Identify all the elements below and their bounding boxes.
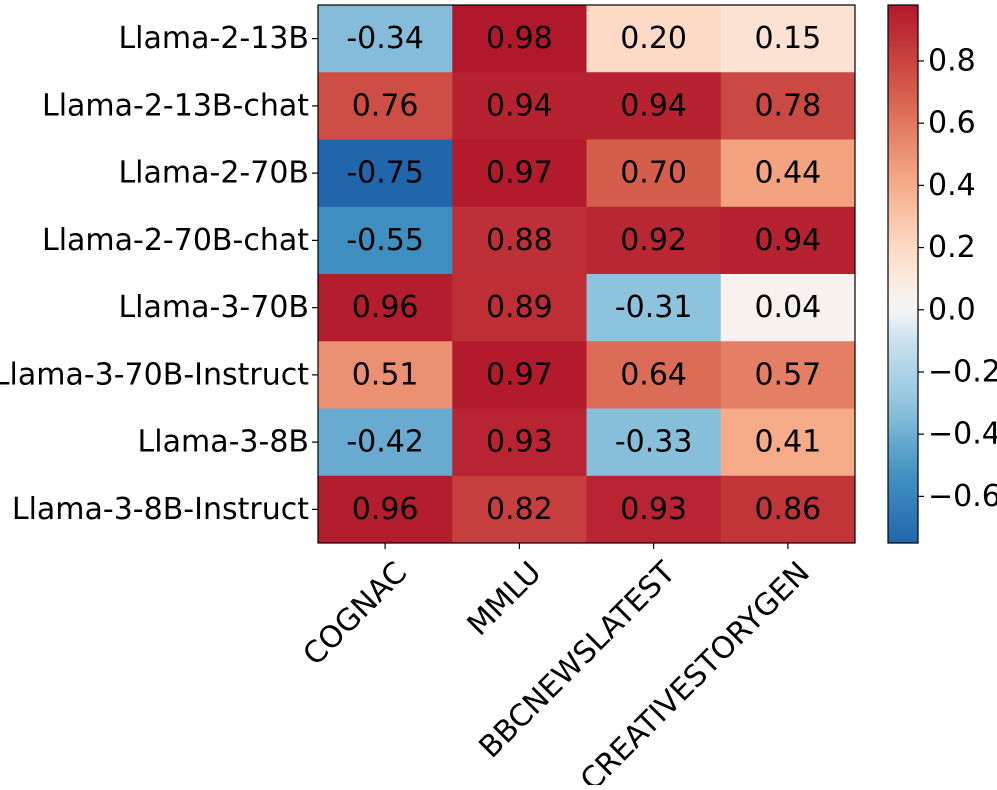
heatmap-cell <box>452 139 587 208</box>
heatmap-cell <box>720 475 856 544</box>
heatmap-cell <box>318 139 453 208</box>
heatmap-cell-value: 0.82 <box>486 492 553 527</box>
row-label: Llama-2-13B <box>118 21 309 56</box>
colorbar-tick-label: 0.0 <box>928 292 976 327</box>
colorbar-tick-label: 0.2 <box>928 230 976 265</box>
heatmap-cell <box>720 408 856 477</box>
heatmap-cell <box>452 408 587 477</box>
column-label: COGNAC <box>297 555 415 673</box>
colorbar-gradient <box>888 5 918 543</box>
colorbar: 0.8 0.6 0.4 0.2 0.0 −0.2 −0.4 −0.6 <box>887 4 997 544</box>
heatmap-cell-value: 0.89 <box>486 290 553 325</box>
heatmap-cell-value: -0.42 <box>346 425 424 460</box>
colorbar-tick-label: 0.4 <box>928 168 976 203</box>
heatmap-cell <box>586 206 722 275</box>
heatmap-cell-value: 0.70 <box>620 156 687 191</box>
heatmap-cell <box>452 5 587 73</box>
colorbar-tick-label: −0.2 <box>928 354 997 389</box>
heatmap-cell-value: 0.78 <box>754 88 821 123</box>
heatmap-cell <box>318 408 453 477</box>
heatmap-cell <box>586 475 722 544</box>
heatmap-cell <box>452 206 587 275</box>
heatmap-cell-value: 0.98 <box>486 21 553 56</box>
heatmap-cell <box>586 408 722 477</box>
heatmap-cell <box>318 5 453 73</box>
heatmap-cell-value: 0.97 <box>486 357 553 392</box>
heatmap-cell-value: -0.31 <box>615 290 693 325</box>
heatmap-cell-value: 0.15 <box>754 21 821 56</box>
colorbar-tick-label: −0.6 <box>928 479 997 514</box>
heatmap-cell-value: 0.96 <box>352 492 419 527</box>
heatmap-cell-value: 0.57 <box>754 357 821 392</box>
heatmap-cell <box>720 5 856 73</box>
heatmap-cell-value: 0.93 <box>486 425 553 460</box>
colorbar-frame <box>887 4 919 544</box>
heatmap-cell-labels: -0.34 0.98 0.20 0.15 0.76 0.94 0.94 0.78 -0.75 0.… <box>346 21 821 527</box>
heatmap-cell-value: 0.44 <box>754 156 821 191</box>
column-label: MMLU <box>461 555 549 643</box>
heatmap-cell <box>586 5 722 73</box>
heatmap-cell <box>452 72 587 140</box>
row-label: Llama-2-70B <box>118 156 309 191</box>
row-label: Llama-2-70B-chat <box>42 223 309 258</box>
heatmap-cell-value: 0.93 <box>620 492 687 527</box>
colorbar-tick-label: −0.4 <box>928 417 997 452</box>
heatmap-cell-value: 0.97 <box>486 156 553 191</box>
heatmap-cell <box>452 475 587 544</box>
heatmap-cell-value: 0.51 <box>352 357 419 392</box>
heatmap-cell <box>452 341 587 409</box>
heatmap-cell-value: 0.94 <box>486 88 553 123</box>
row-label: Llama-3-70B <box>118 290 309 325</box>
heatmap-cell <box>586 139 722 208</box>
row-label: Llama-3-8B <box>138 425 309 460</box>
heatmap-cell <box>318 72 453 140</box>
heatmap-cell-value: -0.33 <box>615 425 693 460</box>
heatmap-cell-value: 0.92 <box>620 223 687 258</box>
heatmap-cell <box>318 341 453 409</box>
row-axis: Llama-2-13B Llama-2-13B-chat Llama-2-70B Ll… <box>0 21 318 527</box>
heatmap-cell-value: -0.55 <box>346 223 424 258</box>
heatmap-cell-value: 0.20 <box>620 21 687 56</box>
heatmap-cell-value: 0.41 <box>754 425 821 460</box>
heatmap-cell <box>318 274 453 342</box>
heatmap-cell-value: 0.94 <box>754 223 821 258</box>
heatmap-cell <box>586 274 722 342</box>
heatmap-cell-value: 0.96 <box>352 290 419 325</box>
row-label: Llama-3-8B-Instruct <box>12 492 309 527</box>
heatmap-cell <box>452 274 587 342</box>
heatmap-cell-value: 0.64 <box>620 357 687 392</box>
heatmap-cell <box>720 139 856 208</box>
heatmap-cell-value: -0.75 <box>346 156 424 191</box>
heatmap-cell <box>720 341 856 409</box>
heatmap-cell-value: 0.86 <box>754 492 821 527</box>
column-label: CREATIVESTORYGEN <box>574 555 817 785</box>
row-label: Llama-3-70B-Instruct <box>0 357 309 392</box>
row-label: Llama-2-13B-chat <box>42 88 309 123</box>
heatmap-cells <box>318 5 856 544</box>
heatmap-cell-value: -0.34 <box>346 21 424 56</box>
heatmap-cell <box>318 475 453 544</box>
heatmap-cell <box>720 274 856 342</box>
plot-frame <box>317 4 856 544</box>
heatmap-cell <box>318 206 453 275</box>
heatmap-cell-value: 0.94 <box>620 88 687 123</box>
heatmap-cell <box>586 341 722 409</box>
heatmap-cell-value: 0.04 <box>754 290 821 325</box>
colorbar-tick-label: 0.8 <box>928 43 976 78</box>
heatmap-cell-value: 0.76 <box>352 88 419 123</box>
colorbar-tick-label: 0.6 <box>928 106 976 141</box>
heatmap-cell <box>720 206 856 275</box>
heatmap-cell-value: 0.88 <box>486 223 553 258</box>
heatmap-cell <box>586 72 722 140</box>
heatmap-cell <box>720 72 856 140</box>
